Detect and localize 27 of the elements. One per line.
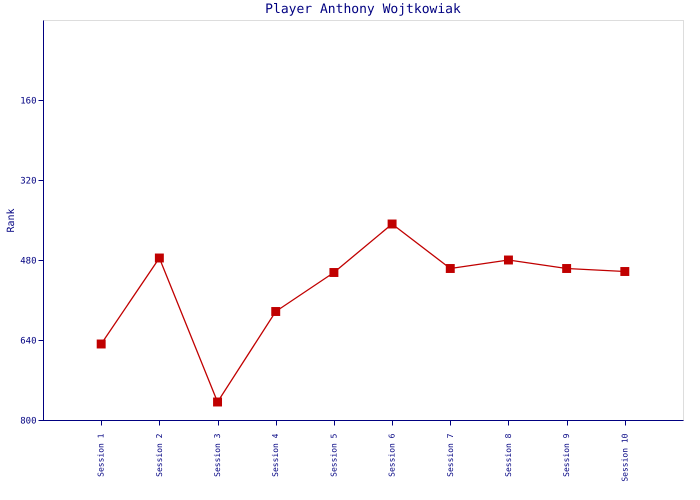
point [504, 256, 513, 264]
point [388, 220, 397, 228]
x-tick-label: Session 2 [154, 433, 164, 477]
point [213, 398, 222, 406]
y-tick-label: 640 [20, 336, 36, 346]
y-tick-label: 480 [20, 256, 36, 266]
point [96, 340, 106, 348]
y-axis-title: Rank [6, 208, 18, 233]
y-tick-label: 160 [20, 96, 36, 106]
point [329, 268, 338, 277]
point [446, 264, 455, 273]
x-tick-label: Session 6 [388, 433, 397, 477]
x-tick-label: Session 9 [562, 433, 572, 477]
x-tick-label: Session 3 [213, 433, 222, 477]
chart-title: Player Anthony Wojtkowiak [265, 2, 462, 17]
point [562, 264, 572, 273]
x-tick-label: Session 5 [329, 433, 338, 477]
x-tick-label: Session 4 [271, 433, 280, 477]
point [620, 267, 630, 276]
x-tick-label: Session 8 [504, 433, 513, 477]
point [271, 307, 280, 316]
y-tick-label: 320 [20, 176, 36, 186]
point [154, 254, 164, 262]
y-tick-label: 800 [20, 416, 36, 426]
x-tick-label: Session 10 [620, 433, 630, 482]
x-tick-label: Session 7 [446, 433, 455, 477]
x-tick-label: Session 1 [96, 433, 106, 477]
